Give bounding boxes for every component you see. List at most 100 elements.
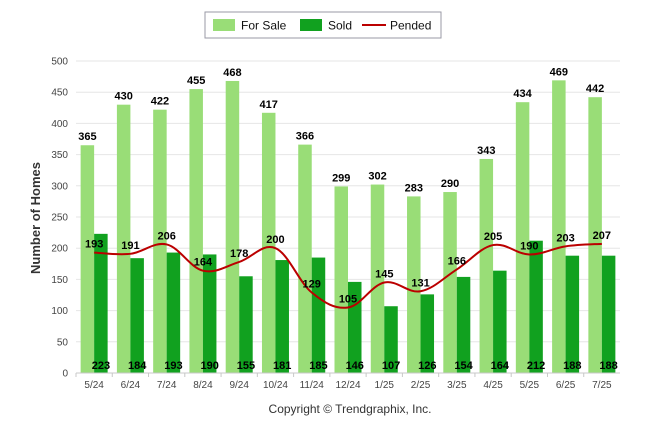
for-sale-value-label: 468 — [223, 67, 241, 79]
sold-bar — [348, 281, 362, 373]
x-tick-label: 2/25 — [411, 380, 431, 391]
sold-value-label: 190 — [201, 360, 219, 372]
for-sale-bar — [552, 80, 566, 374]
pended-value-label: 105 — [339, 293, 357, 305]
legend-label: Pended — [390, 19, 431, 33]
x-tick-label: 11/24 — [300, 380, 325, 391]
x-tick-label: 8/24 — [193, 380, 213, 391]
sold-value-label: 107 — [382, 360, 400, 372]
for-sale-bar — [334, 186, 348, 373]
sold-value-label: 146 — [346, 360, 364, 372]
sold-bar — [239, 276, 253, 373]
pended-value-label: 145 — [375, 269, 393, 281]
for-sale-value-label: 417 — [260, 99, 278, 111]
legend-label: Sold — [328, 19, 352, 33]
pended-line-layer — [94, 242, 602, 309]
y-tick-label: 350 — [51, 150, 68, 161]
sold-value-label: 184 — [128, 360, 147, 372]
y-tick-label: 150 — [51, 275, 68, 286]
data-labels: 365 223 430 184 422 193 455 190 468 155 417 181 366 1… — [78, 66, 618, 372]
sold-value-label: 154 — [454, 360, 473, 372]
sold-bar — [601, 255, 616, 373]
pended-value-label: 205 — [484, 231, 502, 243]
x-tick-label: 1/25 — [375, 380, 395, 391]
for-sale-value-label: 422 — [151, 96, 169, 108]
sold-value-label: 188 — [599, 360, 617, 372]
for-sale-value-label: 455 — [187, 75, 205, 87]
pended-value-label: 129 — [303, 279, 321, 291]
x-tick-label: 7/24 — [157, 380, 177, 391]
sold-bar — [202, 254, 217, 373]
y-tick-label: 250 — [51, 213, 68, 224]
sold-bar — [529, 240, 543, 373]
for-sale-bar — [443, 192, 457, 373]
legend: For Sale Sold Pended — [204, 11, 442, 39]
for-sale-value-label: 302 — [368, 171, 386, 183]
y-tick-label: 450 — [51, 88, 68, 99]
sold-value-label: 223 — [92, 360, 110, 372]
for-sale-value-label: 343 — [477, 145, 495, 157]
pended-value-label: 203 — [556, 232, 574, 244]
pended-value-label: 200 — [266, 234, 284, 246]
sold-value-label: 126 — [418, 360, 436, 372]
legend-swatch — [213, 19, 235, 31]
for-sale-bar — [588, 97, 602, 373]
for-sale-value-label: 290 — [441, 178, 459, 190]
x-tick-label: 5/25 — [520, 380, 540, 391]
sold-value-label: 188 — [563, 360, 581, 372]
bars — [80, 80, 616, 374]
pended-value-label: 166 — [448, 255, 466, 267]
for-sale-value-label: 366 — [296, 131, 314, 143]
sold-value-label: 185 — [309, 360, 327, 372]
y-tick-label: 0 — [62, 369, 68, 380]
pended-value-label: 178 — [230, 248, 248, 260]
for-sale-bar — [370, 184, 385, 373]
sold-value-label: 155 — [237, 360, 255, 372]
x-tick-label: 6/25 — [556, 380, 576, 391]
sold-bar — [456, 276, 471, 373]
for-sale-bar — [479, 158, 494, 373]
pended-value-label: 190 — [520, 240, 538, 252]
pended-value-label: 131 — [411, 277, 429, 289]
sold-bar — [130, 258, 144, 373]
y-tick-label: 500 — [51, 57, 68, 68]
y-tick-label: 400 — [51, 119, 68, 130]
sold-bar — [565, 255, 580, 373]
for-sale-bar — [225, 80, 240, 373]
pended-value-label: 206 — [157, 230, 175, 242]
x-tick-label: 5/24 — [84, 380, 104, 391]
sold-value-label: 164 — [491, 360, 510, 372]
for-sale-bar — [407, 196, 421, 373]
for-sale-bar — [261, 112, 276, 374]
pended-value-label: 207 — [593, 230, 611, 242]
for-sale-bar — [116, 104, 131, 374]
sold-bar — [493, 270, 507, 373]
x-tick-label: 6/24 — [121, 380, 141, 391]
for-sale-bar — [515, 102, 530, 374]
sold-bar — [384, 306, 398, 373]
for-sale-bar — [80, 145, 95, 373]
y-axis-title: Number of Homes — [28, 162, 43, 274]
for-sale-value-label: 469 — [550, 66, 568, 78]
sold-bar — [166, 252, 181, 373]
pended-value-label: 164 — [194, 257, 213, 269]
axes: 0 50 100 150 200 250 300 350 400 450 500 5/24 6/24 7/… — [51, 57, 620, 391]
for-sale-value-label: 283 — [405, 182, 423, 194]
pended-line — [94, 242, 602, 309]
y-tick-label: 300 — [51, 181, 68, 192]
y-tick-label: 100 — [51, 306, 68, 317]
x-tick-label: 7/25 — [592, 380, 612, 391]
for-sale-value-label: 365 — [78, 131, 96, 143]
y-tick-label: 200 — [51, 244, 68, 255]
for-sale-value-label: 430 — [114, 91, 132, 103]
sold-bar — [94, 233, 108, 373]
for-sale-bar — [153, 109, 167, 373]
legend-swatch — [300, 19, 322, 31]
pended-value-label: 193 — [85, 239, 103, 251]
pended-value-label: 191 — [121, 240, 139, 252]
sold-bar — [420, 294, 435, 373]
for-sale-bar — [189, 89, 203, 373]
x-tick-label: 9/24 — [229, 380, 249, 391]
